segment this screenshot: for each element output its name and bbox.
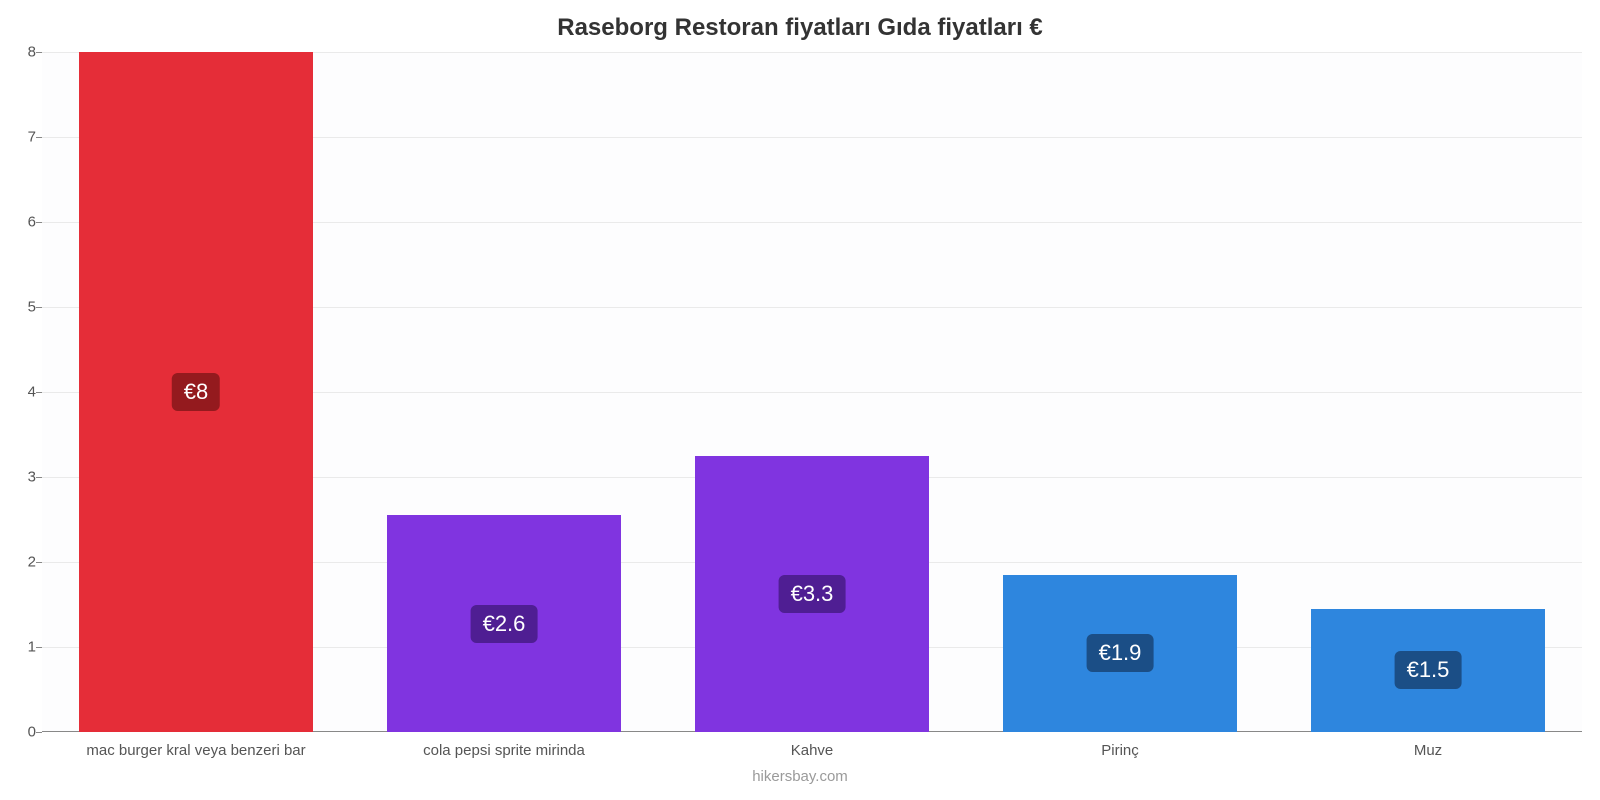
y-tick-mark bbox=[36, 307, 42, 308]
bar-value-label: €3.3 bbox=[779, 575, 846, 613]
x-category-label: cola pepsi sprite mirinda bbox=[423, 742, 585, 759]
y-tick-mark bbox=[36, 52, 42, 53]
y-tick-mark bbox=[36, 222, 42, 223]
x-category-label: Pirinç bbox=[1101, 742, 1139, 759]
y-tick-label: 6 bbox=[8, 214, 36, 231]
y-tick-mark bbox=[36, 647, 42, 648]
y-tick-label: 0 bbox=[8, 724, 36, 741]
chart-title: Raseborg Restoran fiyatları Gıda fiyatla… bbox=[0, 14, 1600, 42]
y-tick-label: 7 bbox=[8, 129, 36, 146]
y-tick-mark bbox=[36, 137, 42, 138]
bar-value-label: €2.6 bbox=[471, 605, 538, 643]
chart-plot-area: €8 €2.6 €3.3 €1.9 €1.5 bbox=[42, 52, 1582, 732]
y-tick-label: 8 bbox=[8, 44, 36, 61]
y-tick-mark bbox=[36, 477, 42, 478]
y-tick-label: 4 bbox=[8, 384, 36, 401]
y-tick-mark bbox=[36, 562, 42, 563]
y-tick-label: 3 bbox=[8, 469, 36, 486]
y-tick-mark bbox=[36, 732, 42, 733]
y-tick-label: 1 bbox=[8, 639, 36, 656]
y-tick-label: 2 bbox=[8, 554, 36, 571]
chart-caption: hikersbay.com bbox=[0, 768, 1600, 785]
bar-value-label: €1.5 bbox=[1395, 651, 1462, 689]
y-tick-label: 5 bbox=[8, 299, 36, 316]
x-category-label: Kahve bbox=[791, 742, 834, 759]
bar-value-label: €8 bbox=[172, 373, 220, 411]
y-tick-mark bbox=[36, 392, 42, 393]
x-category-label: Muz bbox=[1414, 742, 1442, 759]
x-category-label: mac burger kral veya benzeri bar bbox=[86, 742, 305, 759]
bar-value-label: €1.9 bbox=[1087, 634, 1154, 672]
